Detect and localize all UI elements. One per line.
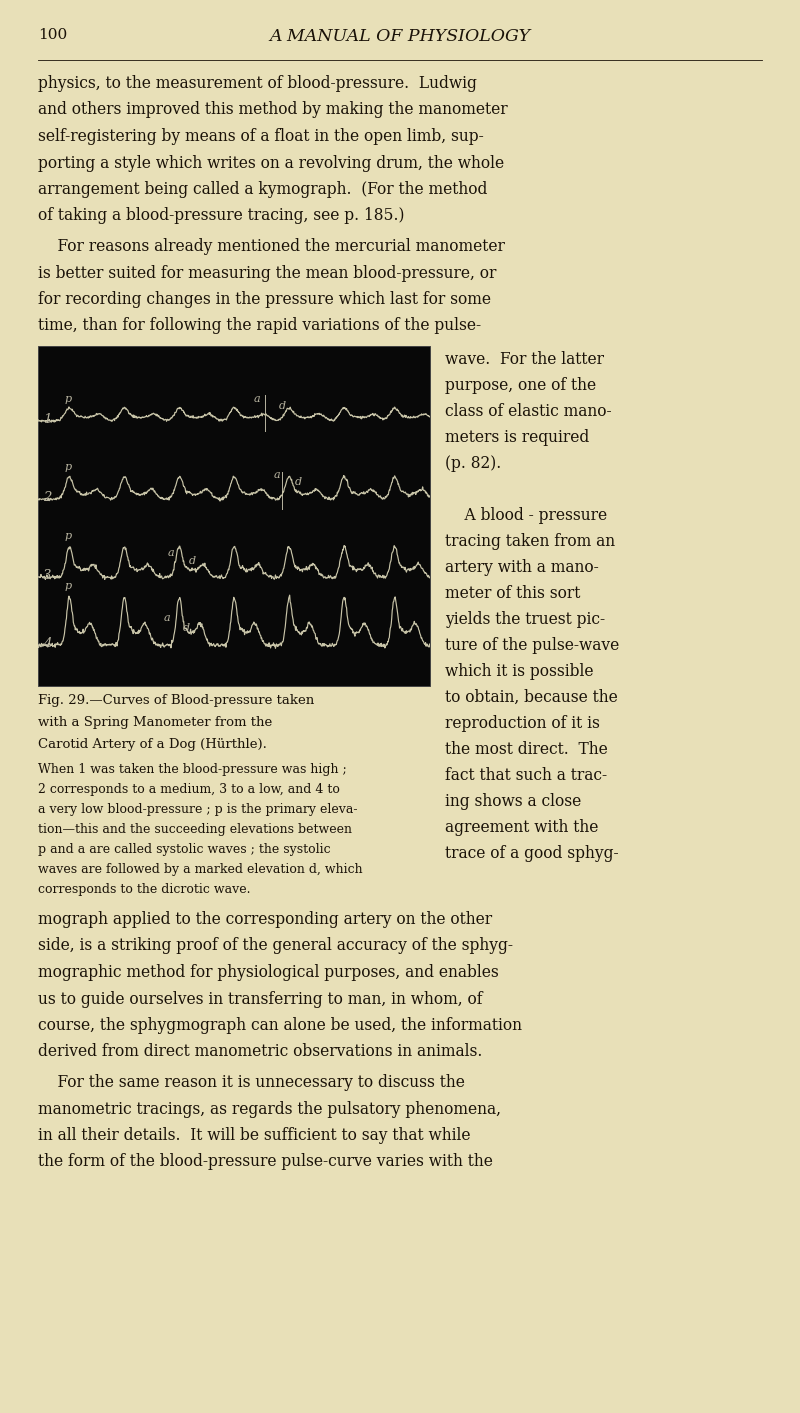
Text: a: a <box>254 394 260 404</box>
Text: A blood - pressure: A blood - pressure <box>445 507 607 524</box>
Text: corresponds to the dicrotic wave.: corresponds to the dicrotic wave. <box>38 883 250 896</box>
Text: to obtain, because the: to obtain, because the <box>445 690 618 706</box>
Text: self-registering by means of a float in the open limb, sup-: self-registering by means of a float in … <box>38 129 484 146</box>
Text: For reasons already mentioned the mercurial manometer: For reasons already mentioned the mercur… <box>38 237 505 254</box>
Text: manometric tracings, as regards the pulsatory phenomena,: manometric tracings, as regards the puls… <box>38 1101 501 1118</box>
Text: of taking a blood-pressure tracing, see p. 185.): of taking a blood-pressure tracing, see … <box>38 208 405 225</box>
Text: a: a <box>274 471 280 480</box>
Text: p: p <box>65 531 72 541</box>
Text: meters is required: meters is required <box>445 430 590 447</box>
Text: yields the truest pic-: yields the truest pic- <box>445 610 605 627</box>
Text: reproduction of it is: reproduction of it is <box>445 715 600 732</box>
Text: for recording changes in the pressure which last for some: for recording changes in the pressure wh… <box>38 291 491 308</box>
Bar <box>38 346 430 685</box>
Text: p: p <box>65 394 72 404</box>
Text: 2 corresponds to a medium, 3 to a low, and 4 to: 2 corresponds to a medium, 3 to a low, a… <box>38 783 340 796</box>
Text: waves are followed by a marked elevation d, which: waves are followed by a marked elevation… <box>38 863 362 876</box>
Text: a: a <box>167 548 174 558</box>
Text: which it is possible: which it is possible <box>445 663 594 680</box>
Text: tracing taken from an: tracing taken from an <box>445 533 615 550</box>
Text: artery with a mano-: artery with a mano- <box>445 560 598 577</box>
Text: d: d <box>279 401 286 411</box>
Text: d: d <box>183 623 190 633</box>
Text: mograph applied to the corresponding artery on the other: mograph applied to the corresponding art… <box>38 911 492 928</box>
Text: A MANUAL OF PHYSIOLOGY: A MANUAL OF PHYSIOLOGY <box>270 28 530 45</box>
Text: a: a <box>163 613 170 623</box>
Text: us to guide ourselves in transferring to man, in whom, of: us to guide ourselves in transferring to… <box>38 991 482 1007</box>
Text: in all their details.  It will be sufficient to say that while: in all their details. It will be suffici… <box>38 1128 470 1145</box>
Text: mographic method for physiological purposes, and enables: mographic method for physiological purpo… <box>38 964 498 981</box>
Text: side, is a striking proof of the general accuracy of the sphyg-: side, is a striking proof of the general… <box>38 937 513 955</box>
Text: 1: 1 <box>42 413 51 425</box>
Text: 100: 100 <box>38 28 67 42</box>
Text: Fig. 29.—Curves of Blood-pressure taken: Fig. 29.—Curves of Blood-pressure taken <box>38 694 314 706</box>
Text: physics, to the measurement of blood-pressure.  Ludwig: physics, to the measurement of blood-pre… <box>38 75 477 92</box>
Text: wave.  For the latter: wave. For the latter <box>445 350 604 367</box>
Text: class of elastic mano-: class of elastic mano- <box>445 403 612 420</box>
Text: d: d <box>294 476 302 486</box>
Text: p and a are called systolic waves ; the systolic: p and a are called systolic waves ; the … <box>38 844 330 856</box>
Text: 4: 4 <box>42 637 51 650</box>
Text: the most direct.  The: the most direct. The <box>445 740 608 757</box>
Text: agreement with the: agreement with the <box>445 820 598 836</box>
Text: is better suited for measuring the mean blood-pressure, or: is better suited for measuring the mean … <box>38 264 496 281</box>
Text: purpose, one of the: purpose, one of the <box>445 377 596 394</box>
Text: d: d <box>189 557 196 567</box>
Text: fact that such a trac-: fact that such a trac- <box>445 767 607 784</box>
Text: meter of this sort: meter of this sort <box>445 585 580 602</box>
Text: When 1 was taken the blood-pressure was high ;: When 1 was taken the blood-pressure was … <box>38 763 346 776</box>
Text: porting a style which writes on a revolving drum, the whole: porting a style which writes on a revolv… <box>38 154 504 171</box>
Text: trace of a good sphyg-: trace of a good sphyg- <box>445 845 618 862</box>
Text: p: p <box>65 581 72 591</box>
Text: derived from direct manometric observations in animals.: derived from direct manometric observati… <box>38 1043 482 1061</box>
Text: p: p <box>65 462 72 472</box>
Text: with a Spring Manometer from the: with a Spring Manometer from the <box>38 716 272 729</box>
Text: time, than for following the rapid variations of the pulse-: time, than for following the rapid varia… <box>38 318 481 335</box>
Text: For the same reason it is unnecessary to discuss the: For the same reason it is unnecessary to… <box>38 1074 465 1091</box>
Text: Carotid Artery of a Dog (Hürthle).: Carotid Artery of a Dog (Hürthle). <box>38 738 267 750</box>
Text: and others improved this method by making the manometer: and others improved this method by makin… <box>38 102 508 119</box>
Text: tion—this and the succeeding elevations between: tion—this and the succeeding elevations … <box>38 822 352 836</box>
Text: 3: 3 <box>42 569 51 582</box>
Text: (p. 82).: (p. 82). <box>445 455 502 472</box>
Text: arrangement being called a kymograph.  (For the method: arrangement being called a kymograph. (F… <box>38 181 487 198</box>
Text: a very low blood-pressure ; p is the primary eleva-: a very low blood-pressure ; p is the pri… <box>38 803 358 815</box>
Text: course, the sphygmograph can alone be used, the information: course, the sphygmograph can alone be us… <box>38 1017 522 1034</box>
Text: 2: 2 <box>42 490 51 504</box>
Text: ture of the pulse-wave: ture of the pulse-wave <box>445 637 619 654</box>
Text: ing shows a close: ing shows a close <box>445 793 582 810</box>
Text: the form of the blood-pressure pulse-curve varies with the: the form of the blood-pressure pulse-cur… <box>38 1153 493 1170</box>
